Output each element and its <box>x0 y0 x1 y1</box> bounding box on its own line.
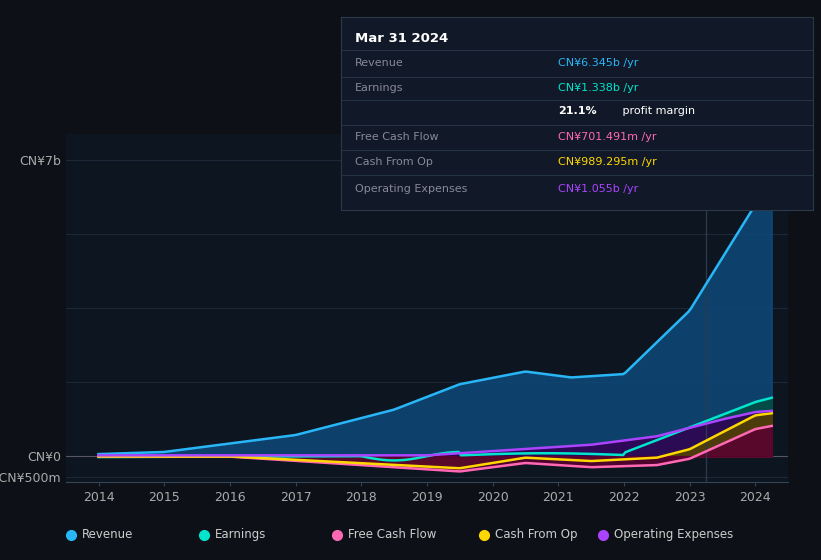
Text: Earnings: Earnings <box>215 528 266 542</box>
Text: CN¥701.491m /yr: CN¥701.491m /yr <box>558 132 656 142</box>
Text: Earnings: Earnings <box>355 83 403 94</box>
Text: CN¥6.345b /yr: CN¥6.345b /yr <box>558 58 638 68</box>
Text: CN¥989.295m /yr: CN¥989.295m /yr <box>558 157 657 167</box>
Text: Cash From Op: Cash From Op <box>355 157 433 167</box>
Text: Free Cash Flow: Free Cash Flow <box>355 132 438 142</box>
Text: Revenue: Revenue <box>82 528 133 542</box>
Text: 21.1%: 21.1% <box>558 106 597 116</box>
Text: Revenue: Revenue <box>355 58 404 68</box>
Text: Operating Expenses: Operating Expenses <box>355 184 467 194</box>
Text: CN¥1.055b /yr: CN¥1.055b /yr <box>558 184 638 194</box>
Text: Cash From Op: Cash From Op <box>496 528 578 542</box>
Text: Operating Expenses: Operating Expenses <box>613 528 733 542</box>
Text: profit margin: profit margin <box>619 106 695 116</box>
Text: CN¥1.338b /yr: CN¥1.338b /yr <box>558 83 638 94</box>
Text: Mar 31 2024: Mar 31 2024 <box>355 32 448 45</box>
Text: Free Cash Flow: Free Cash Flow <box>348 528 436 542</box>
